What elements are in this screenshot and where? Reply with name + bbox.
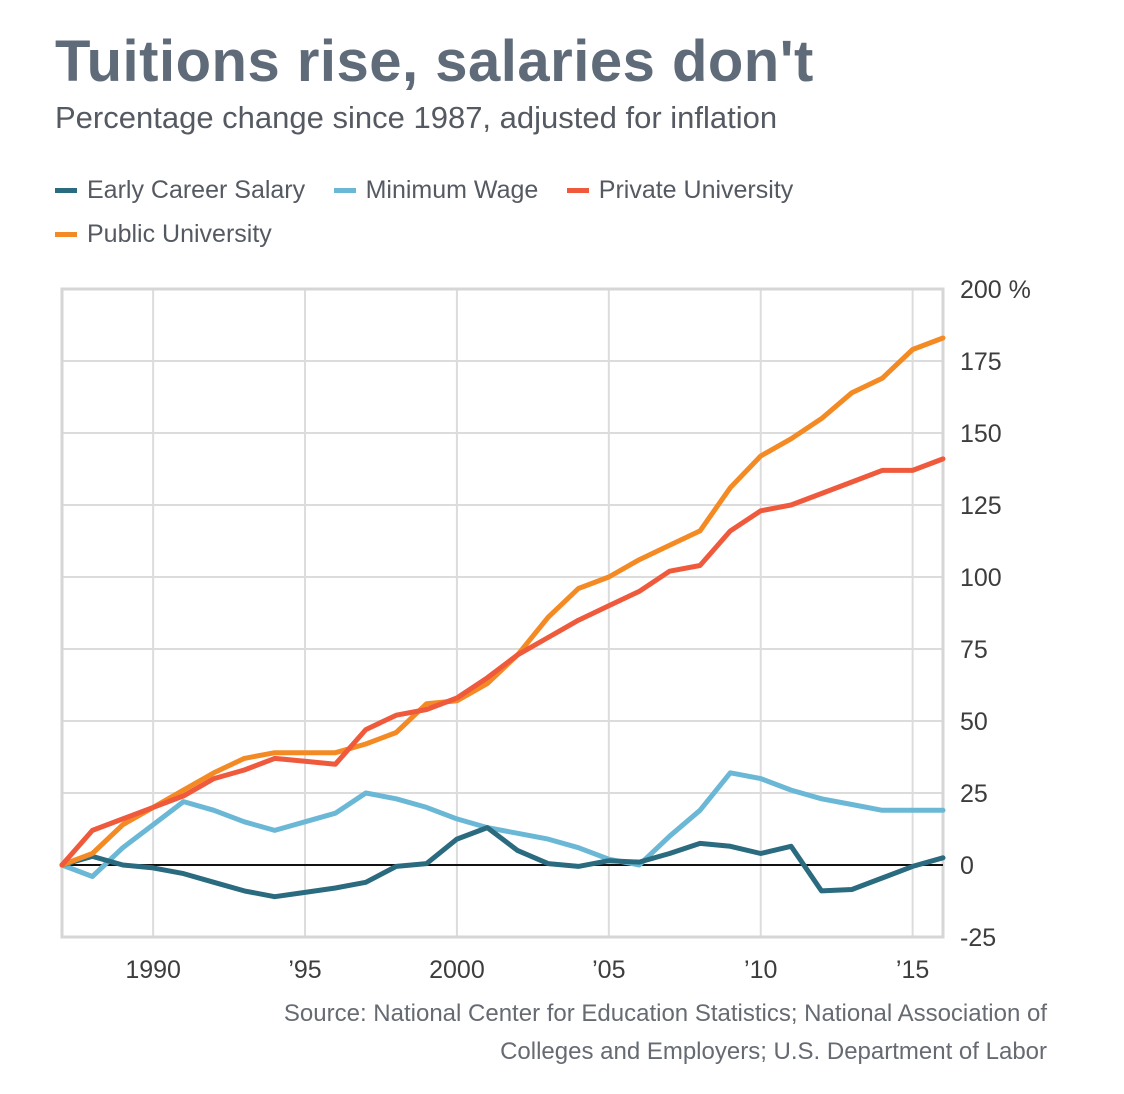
x-tick-label: ’15	[896, 956, 929, 984]
plot-frame	[60, 287, 945, 939]
legend-row-2: Public University	[55, 212, 296, 256]
legend-item-early-career-salary: Early Career Salary	[55, 168, 305, 212]
y-tick-label: 25	[960, 780, 988, 808]
y-tick-label: 175	[960, 348, 1002, 376]
x-tick-label: ’10	[744, 956, 777, 984]
legend-item-minimum-wage: Minimum Wage	[333, 168, 539, 212]
legend-swatch-minimum-wage	[333, 187, 356, 193]
legend-label-private-university: Private University	[598, 175, 794, 204]
legend: Early Career Salary Minimum Wage Private…	[55, 168, 955, 212]
legend-swatch-private-university	[566, 187, 589, 193]
x-tick-label: 2000	[429, 956, 485, 984]
y-tick-label: 50	[960, 708, 988, 736]
chart-subtitle: Percentage change since 1987, adjusted f…	[55, 100, 778, 135]
series-line-public-university	[59, 335, 946, 868]
y-tick-label: 125	[960, 492, 1002, 520]
source-line-2: Colleges and Employers; U.S. Department …	[500, 1038, 1047, 1065]
y-tick-label: 0	[960, 852, 974, 880]
legend-item-public-university: Public University	[55, 212, 272, 256]
legend-item-private-university: Private University	[566, 168, 794, 212]
legend-swatch-public-university	[55, 231, 77, 237]
y-tick-label: 75	[960, 636, 988, 664]
legend-label-minimum-wage: Minimum Wage	[365, 175, 539, 204]
source-line-1: Source: National Center for Education St…	[283, 1000, 1047, 1027]
legend-label-early-career-salary: Early Career Salary	[87, 175, 306, 204]
series-line-private-university	[59, 456, 946, 868]
legend-swatch-early-career-salary	[55, 187, 77, 193]
y-tick-label: 200 %	[960, 276, 1031, 304]
y-tick-label: 150	[960, 420, 1002, 448]
x-tick-label: ’95	[288, 956, 321, 984]
source-note: Source: National Center for Education St…	[47, 995, 1047, 1071]
x-tick-label: ’05	[592, 956, 625, 984]
line-chart: 200 % 175 150 125 100 75 50 25 0 -25 1990 ’95 2000 ’0…	[59, 276, 1031, 984]
series-line-early-career-salary	[59, 825, 946, 900]
series-line-minimum-wage	[59, 770, 946, 879]
x-tick-label: 1990	[125, 956, 181, 984]
chart-title: Tuitions rise, salaries don't	[55, 29, 814, 94]
y-tick-label: -25	[960, 924, 996, 952]
legend-label-public-university: Public University	[87, 219, 272, 248]
y-tick-label: 100	[960, 564, 1002, 592]
